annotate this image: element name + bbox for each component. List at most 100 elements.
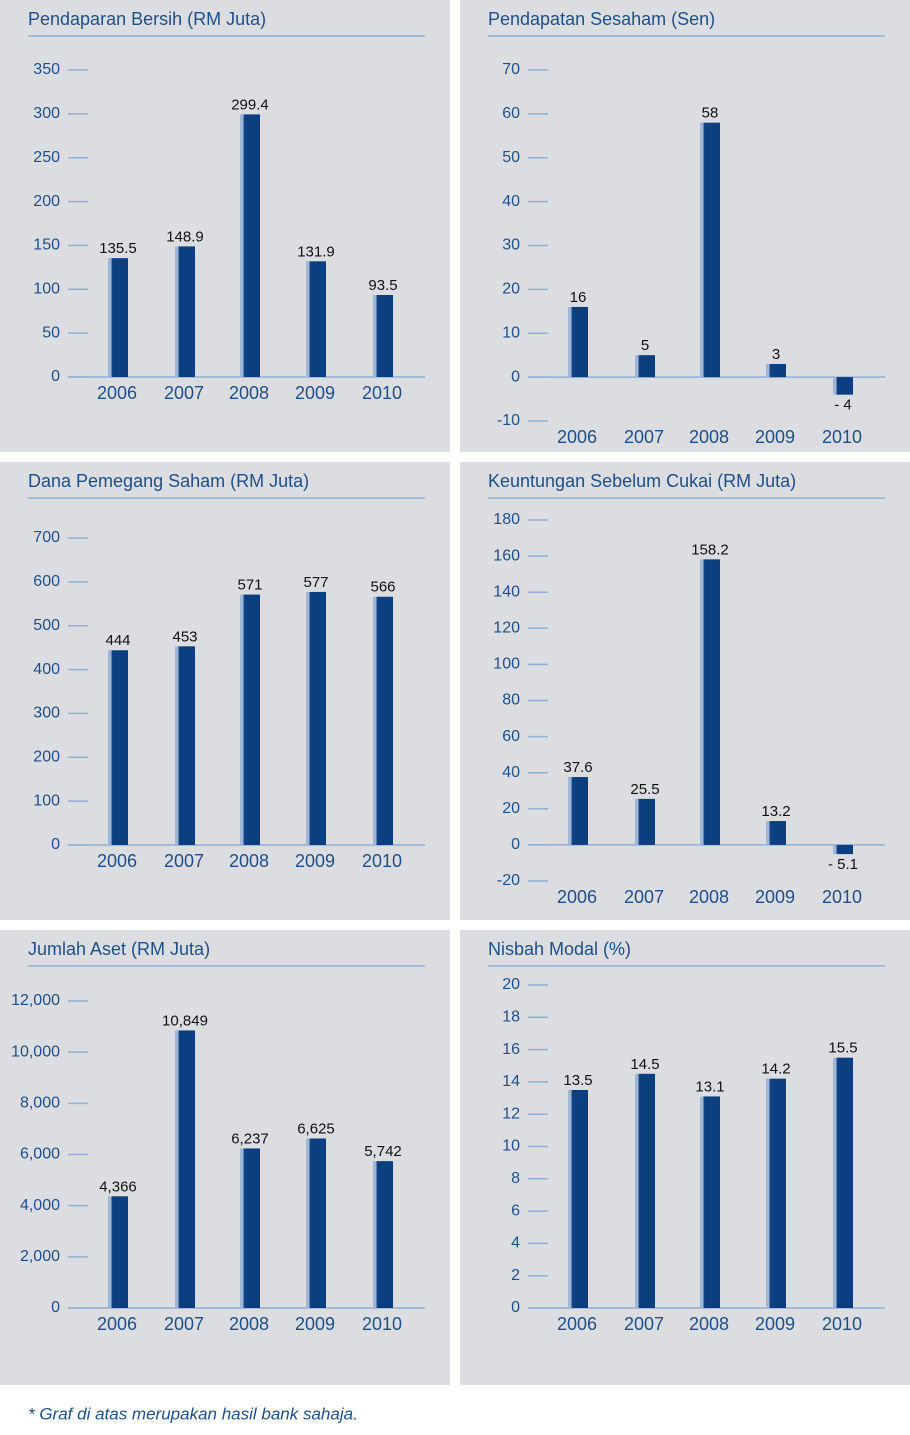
bar [175,246,195,377]
y-tick-label: 300 [33,705,60,722]
bar [175,646,195,845]
y-tick-label: 20 [502,976,520,993]
chart: Keuntungan Sebelum Cukai (RM Juta) -20 0 20… [460,462,910,920]
y-tick-label: 8 [511,1170,520,1187]
value-label: 13.1 [695,1078,724,1095]
x-tick-label: 2007 [164,851,204,871]
y-tick-label: 70 [502,61,520,78]
bar [635,798,655,845]
y-tick-label: 100 [33,792,60,809]
y-tick-label: 10 [502,324,520,341]
y-tick-label: 100 [493,656,520,673]
x-tick-label: 2010 [822,1314,862,1334]
value-label: 3 [772,346,780,363]
value-label: 5,742 [364,1143,402,1160]
x-tick-label: 2008 [229,1314,269,1334]
value-label: 25.5 [630,781,659,798]
y-tick-label: 200 [33,749,60,766]
value-label: 15.5 [828,1040,857,1057]
y-tick-label: 0 [511,836,520,853]
x-tick-label: 2007 [624,887,664,907]
y-tick-label: 0 [51,1299,60,1316]
chart: Pendaparan Bersih (RM Juta) 0 50 100 150 200 2… [0,0,450,452]
bar [766,363,786,378]
y-tick-label: 400 [33,661,60,678]
y-tick-label: 600 [33,573,60,590]
bar [175,1030,195,1308]
value-label: 4,366 [99,1178,137,1195]
y-tick-label: 0 [511,368,520,385]
bar [306,1138,326,1308]
chart-title: Jumlah Aset (RM Juta) [28,939,210,959]
value-label: 131.9 [297,243,335,260]
x-tick-label: 2008 [689,1314,729,1334]
y-tick-label: 14 [502,1073,520,1090]
y-tick-label: 700 [33,529,60,546]
y-tick-label: 10 [502,1138,520,1155]
y-tick-label: 6 [511,1202,520,1219]
chart: Nisbah Modal (%) 0 2 4 6 8 10 12 14 16 18 20 13.5 200… [460,930,910,1385]
x-tick-label: 2007 [164,1314,204,1334]
y-tick-label: 20 [502,800,520,817]
value-label: 6,625 [297,1120,335,1137]
bar [240,114,260,378]
value-label: - 5.1 [828,856,858,873]
x-tick-label: 2009 [295,851,335,871]
bar [306,591,326,845]
bar [833,1057,853,1308]
y-tick-label: 100 [33,281,60,298]
y-tick-label: 500 [33,617,60,634]
value-label: 571 [237,577,262,594]
x-tick-label: 2009 [755,427,795,447]
y-tick-label: 16 [502,1041,520,1058]
value-label: 14.5 [630,1056,659,1073]
bar [635,355,655,378]
x-tick-label: 2007 [624,1314,664,1334]
value-label: 444 [105,632,130,649]
chart-title: Pendaparan Bersih (RM Juta) [28,9,266,29]
value-label: 13.2 [761,803,790,820]
x-tick-label: 2006 [97,851,137,871]
y-tick-label: 12 [502,1105,520,1122]
y-tick-label: 200 [33,193,60,210]
x-tick-label: 2006 [557,427,597,447]
bar [373,294,393,377]
chart-title: Pendapatan Sesaham (Sen) [488,9,715,29]
x-tick-label: 2007 [624,427,664,447]
value-label: 14.2 [761,1061,790,1078]
x-tick-label: 2010 [362,851,402,871]
x-tick-label: 2009 [295,1314,335,1334]
y-tick-label: 30 [502,237,520,254]
value-label: 16 [570,289,587,306]
x-tick-label: 2009 [755,1314,795,1334]
panel [0,930,450,1385]
value-label: 158.2 [691,541,729,558]
chart-title: Nisbah Modal (%) [488,939,631,959]
y-tick-label: 2,000 [20,1248,60,1265]
bar [306,261,326,377]
value-label: - 4 [834,397,852,414]
y-tick-label: 250 [33,149,60,166]
bar [635,1073,655,1308]
value-label: 566 [370,579,395,596]
value-label: 299.4 [231,96,269,113]
y-tick-label: 40 [502,193,520,210]
y-tick-label: 60 [502,105,520,122]
x-tick-label: 2010 [362,1314,402,1334]
y-tick-label: 2 [511,1267,520,1284]
y-tick-label: 8,000 [20,1095,60,1112]
y-tick-label: 150 [33,237,60,254]
x-tick-label: 2008 [689,427,729,447]
bar [766,821,786,845]
y-tick-label: 0 [51,836,60,853]
value-label: 453 [172,628,197,645]
bar [108,258,128,377]
x-tick-label: 2006 [97,1314,137,1334]
panel [460,462,910,920]
x-tick-label: 2010 [822,427,862,447]
y-tick-label: 160 [493,547,520,564]
value-label: 6,237 [231,1130,269,1147]
bar [108,1196,128,1308]
